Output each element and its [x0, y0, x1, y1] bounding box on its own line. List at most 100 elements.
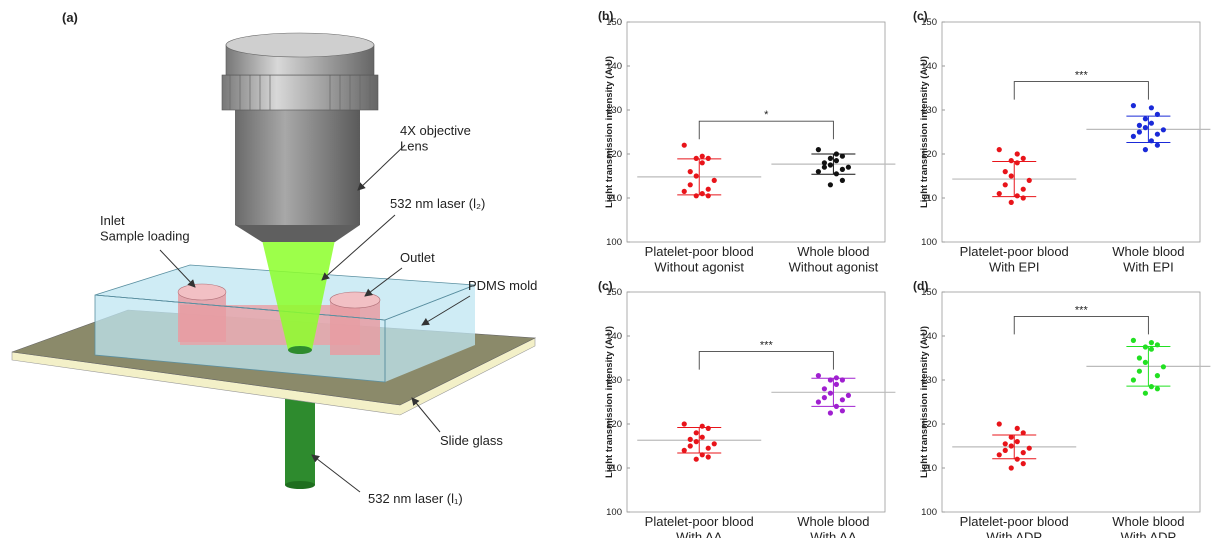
data-point: [833, 381, 840, 387]
data-point: [1002, 182, 1008, 188]
data-point: [996, 147, 1002, 153]
y-axis-label: Light transmission intensity (A.U): [919, 326, 930, 478]
data-point: [1142, 390, 1148, 396]
x-tick-label: Whole blood With AA: [797, 514, 869, 538]
data-point: [1154, 386, 1160, 392]
outlet-well: [330, 300, 380, 355]
data-point: [1020, 430, 1026, 436]
data-point: [693, 430, 699, 436]
data-point: [845, 392, 852, 398]
y-tick-label: 100: [606, 237, 622, 248]
data-point: [693, 456, 699, 462]
data-point: [1130, 377, 1136, 383]
y-tick-label: 110: [922, 193, 937, 204]
data-point: [827, 377, 834, 383]
data-point: [1148, 346, 1154, 352]
data-point: [839, 377, 846, 383]
y-tick-label: 120: [921, 149, 937, 160]
panel-label: (c): [598, 279, 613, 293]
data-point: [711, 177, 717, 183]
data-point: [1020, 195, 1026, 201]
plot-frame: [941, 291, 1201, 513]
y-tick-label: 130: [921, 105, 937, 116]
significance-bracket: [698, 351, 834, 370]
knurled-ring: [221, 74, 379, 111]
data-point: [1008, 434, 1014, 440]
laser-cone: [262, 240, 335, 350]
arrow: [411, 397, 441, 433]
data-point: [1154, 142, 1160, 148]
x-tick-label: Whole blood Without agonist: [789, 244, 879, 275]
data-point: [1160, 127, 1166, 133]
data-point: [1154, 342, 1160, 348]
y-axis-label: Light transmission intensity (A.U): [919, 56, 930, 208]
data-point: [1002, 169, 1008, 175]
data-point: [699, 434, 705, 440]
y-axis-label: Light transmission intensity (A.U): [604, 56, 615, 208]
inlet-well: [178, 292, 226, 342]
data-point: [1026, 177, 1032, 183]
data-point: [1008, 199, 1014, 205]
data-point: [1136, 129, 1142, 135]
data-point: [705, 425, 711, 431]
data-point: [681, 142, 687, 148]
data-point: [1160, 364, 1166, 370]
data-point: [1014, 456, 1020, 462]
data-point: [1154, 373, 1160, 379]
data-point: [1130, 337, 1136, 343]
data-point: [1148, 138, 1154, 144]
data-point: [815, 373, 822, 379]
data-point: [711, 441, 717, 447]
data-point: [839, 166, 846, 172]
objective-tip: [235, 225, 360, 242]
arrow: [321, 214, 396, 281]
data-point: [996, 191, 1002, 197]
panel-label: (a): [62, 10, 78, 25]
data-point: [827, 390, 834, 396]
data-point: [839, 397, 846, 403]
label-inlet: Inlet Sample loading: [100, 213, 190, 244]
data-point: [1136, 122, 1142, 128]
label-glass: Slide glass: [440, 433, 503, 448]
y-tick-label: 150: [606, 17, 622, 28]
data-point: [821, 395, 828, 401]
y-tick-label: 140: [921, 331, 937, 342]
data-point: [827, 410, 834, 416]
data-point: [827, 182, 834, 188]
focus: [288, 346, 312, 354]
data-point: [827, 162, 834, 168]
data-point: [1026, 445, 1032, 451]
y-tick-label: 120: [606, 419, 622, 430]
label-outlet: Outlet: [400, 250, 435, 265]
data-point: [821, 160, 828, 166]
plot-frame: [626, 291, 886, 513]
x-tick-label: Platelet-poor blood Without agonist: [645, 244, 754, 275]
plot-frame: [941, 21, 1201, 243]
x-tick-label: Platelet-poor blood With ADP: [960, 514, 1069, 538]
arrow: [159, 249, 196, 288]
y-tick-label: 130: [921, 375, 937, 386]
data-point: [1020, 186, 1026, 192]
data-point: [821, 164, 828, 170]
y-tick-label: 130: [606, 105, 622, 116]
data-point: [705, 445, 711, 451]
data-point: [1142, 344, 1148, 350]
data-point: [1154, 111, 1160, 117]
data-point: [1020, 461, 1026, 467]
y-tick-label: 110: [607, 193, 622, 204]
data-point: [839, 408, 846, 414]
data-point: [833, 403, 840, 409]
arrow: [421, 295, 471, 326]
data-point: [693, 439, 699, 445]
panel-label: (c): [913, 9, 928, 23]
data-point: [693, 155, 699, 161]
data-point: [1142, 147, 1148, 153]
y-tick-label: 130: [606, 375, 622, 386]
y-axis-label: Light transmission intensity (A.U): [604, 326, 615, 478]
data-point: [1014, 439, 1020, 445]
y-tick-label: 100: [921, 237, 937, 248]
data-point: [681, 421, 687, 427]
y-tick-label: 110: [922, 463, 937, 474]
y-tick-label: 140: [921, 61, 937, 72]
data-point: [1142, 359, 1148, 365]
